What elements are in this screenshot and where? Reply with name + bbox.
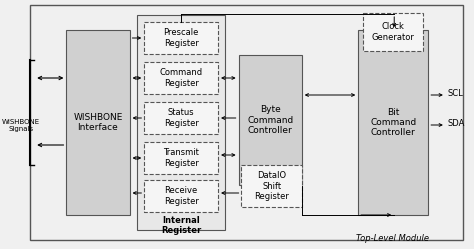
Text: Top-Level Module: Top-Level Module — [356, 234, 429, 243]
FancyBboxPatch shape — [144, 62, 218, 94]
FancyBboxPatch shape — [137, 15, 225, 230]
Text: SCL: SCL — [448, 88, 464, 98]
Text: Prescale
Register: Prescale Register — [164, 28, 199, 48]
Text: Receive
Register: Receive Register — [164, 186, 199, 206]
Text: Byte
Command
Controller: Byte Command Controller — [247, 105, 293, 135]
FancyBboxPatch shape — [144, 102, 218, 134]
Text: Transmit
Register: Transmit Register — [163, 148, 199, 168]
FancyBboxPatch shape — [144, 180, 218, 212]
Text: SDA: SDA — [448, 119, 465, 127]
Text: Status
Register: Status Register — [164, 108, 199, 128]
FancyBboxPatch shape — [241, 165, 302, 207]
FancyBboxPatch shape — [363, 13, 423, 51]
Text: Internal
Register: Internal Register — [161, 216, 201, 235]
Text: WISHBONE
Signals: WISHBONE Signals — [1, 119, 40, 131]
FancyBboxPatch shape — [66, 30, 129, 215]
FancyBboxPatch shape — [144, 22, 218, 54]
FancyBboxPatch shape — [238, 55, 302, 185]
Text: WISHBONE
Interface: WISHBONE Interface — [73, 113, 123, 132]
FancyBboxPatch shape — [358, 30, 428, 215]
Text: Bit
Command
Controller: Bit Command Controller — [370, 108, 416, 137]
Text: Command
Register: Command Register — [160, 68, 203, 88]
FancyBboxPatch shape — [144, 142, 218, 174]
Text: DataIO
Shift
Register: DataIO Shift Register — [254, 171, 289, 201]
Text: Clock
Generator: Clock Generator — [372, 22, 415, 42]
